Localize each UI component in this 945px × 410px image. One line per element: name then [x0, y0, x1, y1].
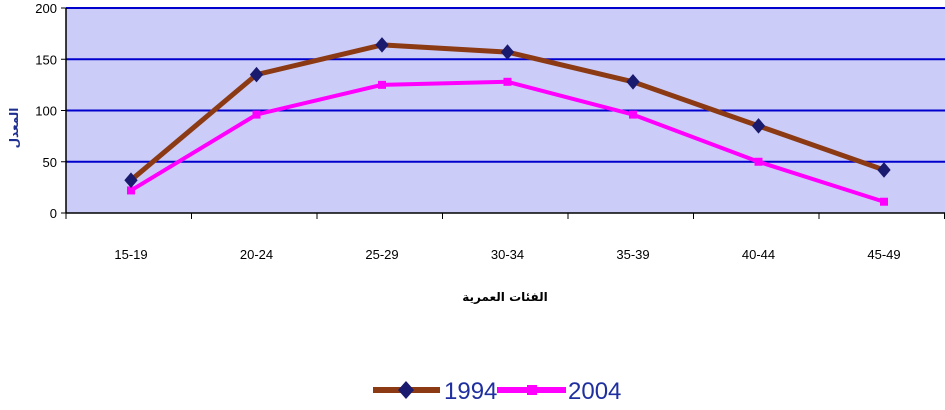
legend: 1994 2004	[373, 378, 621, 405]
data-point-2004	[880, 197, 888, 206]
data-point-1994	[626, 74, 640, 90]
y-tick-label: 50	[43, 155, 57, 170]
data-point-1994	[500, 44, 515, 60]
data-point-2004	[754, 157, 763, 166]
legend-marker-1994	[398, 381, 414, 399]
y-axis-title: المعدل	[7, 108, 21, 149]
data-point-1994	[124, 172, 138, 188]
x-tick-label: 35-39	[616, 247, 649, 262]
x-tick-label: 20-24	[240, 247, 273, 262]
x-tick-label: 30-34	[491, 247, 524, 262]
legend-label-2004: 2004	[568, 378, 621, 405]
data-point-1994	[877, 162, 891, 178]
x-tick-label: 40-44	[742, 247, 775, 262]
data-point-2004	[127, 186, 135, 195]
x-tick-label: 45-49	[867, 247, 900, 262]
data-point-2004	[378, 80, 386, 89]
data-point-2004	[252, 110, 261, 119]
y-axis-ticks: 0 50 100 150 200	[35, 1, 66, 221]
data-point-1994	[751, 118, 766, 134]
legend-label-1994: 1994	[444, 378, 497, 405]
y-tick-label: 150	[35, 52, 57, 67]
data-point-1994	[375, 37, 389, 53]
data-point-1994	[249, 66, 264, 83]
y-tick-label: 100	[35, 104, 57, 119]
series-layer	[124, 37, 891, 206]
x-tick-label: 25-29	[365, 247, 398, 262]
x-axis-ticks: 15-19 20-24 25-29 30-34 35-39 40-44 45-49	[65, 213, 945, 262]
legend-marker-2004	[527, 385, 537, 395]
y-tick-label: 0	[50, 206, 57, 221]
y-tick-label: 200	[35, 1, 57, 16]
data-point-2004	[629, 110, 637, 119]
x-axis-title: الفئات العمرية	[462, 290, 548, 304]
data-point-2004	[503, 77, 512, 86]
x-tick-label: 15-19	[114, 247, 147, 262]
